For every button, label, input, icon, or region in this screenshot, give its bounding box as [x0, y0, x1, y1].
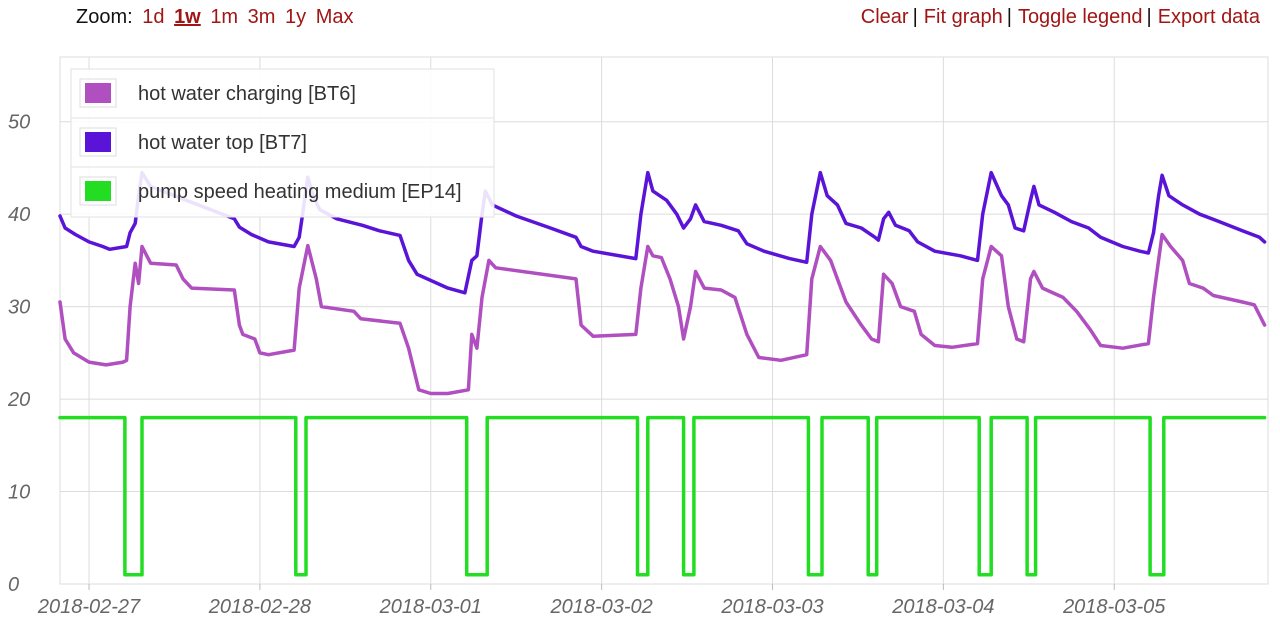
series-line-ep14 — [58, 415, 1267, 577]
legend-swatch-bt7 — [85, 132, 111, 152]
legend-label-bt7: hot water top [BT7] — [138, 132, 307, 154]
y-tick-label: 10 — [8, 482, 30, 504]
x-tick-label: 2018-03-02 — [549, 596, 652, 618]
zoom-option-3m[interactable]: 3m — [247, 6, 276, 28]
legend-swatch-ep14 — [85, 181, 111, 201]
zoom-option-1m[interactable]: 1m — [210, 6, 239, 28]
y-tick-label: 20 — [7, 389, 30, 411]
clear-link[interactable]: Clear — [860, 6, 909, 28]
x-tick-label: 2018-03-04 — [891, 596, 994, 618]
y-tick-label: 0 — [8, 574, 19, 596]
y-tick-label: 30 — [8, 297, 30, 319]
legend-label-ep14: pump speed heating medium [EP14] — [138, 181, 462, 203]
series-line-bt6 — [58, 232, 1267, 396]
legend-swatch-frame — [79, 176, 117, 206]
separator: | — [1146, 6, 1152, 28]
zoom-selector: Zoom: 1d 1w 1m 3m 1y Max — [76, 6, 354, 29]
x-tick-label: 2018-03-05 — [1062, 596, 1166, 618]
zoom-option-1y[interactable]: 1y — [285, 6, 307, 28]
x-tick-label: 2018-03-03 — [720, 596, 823, 618]
legend-item-bt6[interactable]: hot water charging [BT6] — [79, 78, 356, 108]
fit-graph-link[interactable]: Fit graph — [923, 6, 1003, 28]
line-chart[interactable]: 0 10 20 30 40 50 2018-02-27 2018-02-28 2018-03-0… — [0, 36, 1280, 632]
chart-toolbar: Zoom: 1d 1w 1m 3m 1y Max Clear | Fit graph… — [0, 0, 1280, 36]
plot-frame — [59, 56, 1269, 585]
y-tick-label: 40 — [8, 204, 30, 226]
series-line-bt7 — [58, 170, 1267, 295]
legend-swatch-bt6 — [85, 83, 111, 103]
export-data-link[interactable]: Export data — [1157, 6, 1260, 28]
legend-item-bt7[interactable]: hot water top [BT7] — [79, 127, 307, 157]
x-tick-label: 2018-02-28 — [208, 596, 311, 618]
zoom-option-max[interactable]: Max — [315, 6, 354, 28]
chart-actions: Clear | Fit graph | Toggle legend | Export dat… — [861, 6, 1260, 29]
legend-label-bt6: hot water charging [BT6] — [138, 83, 356, 105]
zoom-option-1w[interactable]: 1w — [174, 6, 201, 28]
legend-box — [70, 68, 495, 218]
y-tick-label: 50 — [8, 112, 30, 134]
zoom-label: Zoom: — [76, 6, 133, 28]
x-tick-label: 2018-02-27 — [37, 596, 141, 618]
legend[interactable]: hot water charging [BT6] hot water top [… — [70, 68, 495, 218]
axes: 0 10 20 30 40 50 2018-02-27 2018-02-28 2018-03-0… — [7, 112, 1166, 618]
x-tick-label: 2018-03-01 — [379, 596, 482, 618]
legend-swatch-frame — [79, 78, 117, 108]
separator: | — [912, 6, 918, 28]
zoom-option-1d[interactable]: 1d — [142, 6, 165, 28]
series-lines — [58, 170, 1267, 577]
legend-item-ep14[interactable]: pump speed heating medium [EP14] — [79, 176, 462, 206]
toggle-legend-link[interactable]: Toggle legend — [1017, 6, 1143, 28]
legend-swatch-frame — [79, 127, 117, 157]
separator: | — [1006, 6, 1012, 28]
